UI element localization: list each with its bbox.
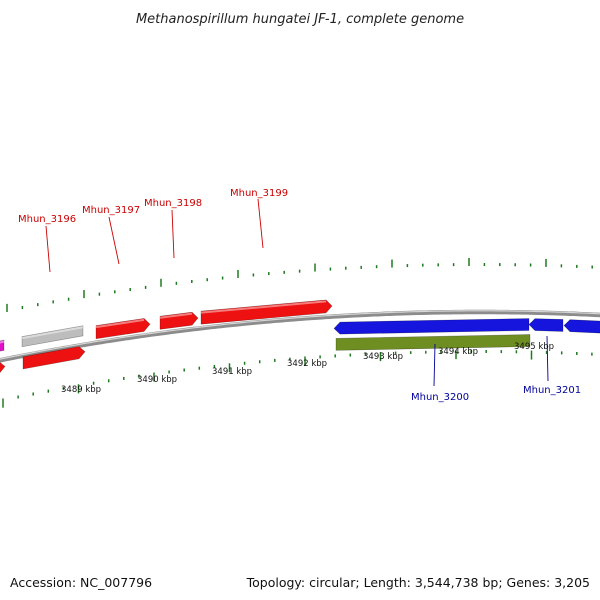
gene-mhun-3198-highlight (159, 312, 193, 319)
gene-mhun-3198[interactable] (159, 311, 199, 330)
label-leader-lines (45, 198, 549, 387)
gene-mhun-3196-highlight (22, 359, 80, 372)
scale-label-3489: 3489 kbp (61, 385, 101, 395)
leader-mhun-3196 (45, 225, 51, 273)
gene-mhun-3199-highlight (200, 300, 327, 314)
leader-mhun-3197 (108, 216, 120, 265)
gene-mhun-3197[interactable] (95, 318, 151, 340)
leader-mhun-3199 (257, 198, 264, 249)
leader-mhun-3200 (433, 343, 436, 387)
leader-mhun-3201 (546, 335, 549, 382)
gene-grey-highlight (21, 326, 84, 340)
genome-title: Methanospirillum hungatei JF-1, complete… (136, 12, 464, 27)
scale-label-3493: 3493 kbp (363, 352, 403, 362)
scale-label-3492: 3492 kbp (287, 359, 327, 369)
gene-label-mhun-3200[interactable]: Mhun_3200 (411, 392, 469, 403)
feature-band-green[interactable] (335, 334, 531, 351)
genome-backbone (0, 309, 600, 363)
gene-label-mhun-3196[interactable]: Mhun_3196 (18, 214, 76, 225)
gene-partial-magenta-highlight (0, 340, 5, 344)
lower-tick-ring (2, 350, 593, 408)
gene-track (0, 299, 600, 375)
gene-grey[interactable] (21, 325, 84, 348)
gene-mhun-3197-highlight (95, 318, 145, 329)
gene-label-mhun-3197[interactable]: Mhun_3197 (82, 205, 140, 216)
feature-band-green-highlight (335, 347, 531, 353)
scale-label-3490: 3490 kbp (137, 375, 177, 385)
gene-mhun-3199[interactable] (200, 299, 333, 325)
gene-mhun-3200[interactable] (333, 318, 530, 335)
gene-partial-red-left[interactable] (0, 361, 6, 375)
gene-label-mhun-3198[interactable]: Mhun_3198 (144, 198, 202, 209)
gene-label-mhun-3201[interactable]: Mhun_3201 (523, 385, 581, 396)
upper-tick-ring (6, 258, 593, 313)
leader-mhun-3198 (171, 209, 175, 259)
scale-label-3495: 3495 kbp (514, 342, 554, 352)
gene-mhun-3196[interactable] (22, 346, 86, 370)
scale-label-3494: 3494 kbp (438, 347, 478, 357)
gene-blue-small-highlight (534, 331, 564, 334)
gene-mhun-3201[interactable] (563, 319, 600, 334)
gene-label-mhun-3199[interactable]: Mhun_3199 (230, 188, 288, 199)
gene-mhun-3200-highlight (339, 331, 530, 337)
accession-text: Accession: NC_007796 (10, 575, 153, 590)
gene-partial-magenta[interactable] (0, 339, 5, 352)
genome-summary-text: Topology: circular; Length: 3,544,738 bp… (246, 575, 590, 590)
genome-backbone-highlight (0, 310, 600, 360)
gene-blue-small[interactable] (528, 318, 564, 332)
gene-mhun-3201-highlight (569, 332, 600, 336)
scale-label-3491: 3491 kbp (212, 367, 252, 377)
